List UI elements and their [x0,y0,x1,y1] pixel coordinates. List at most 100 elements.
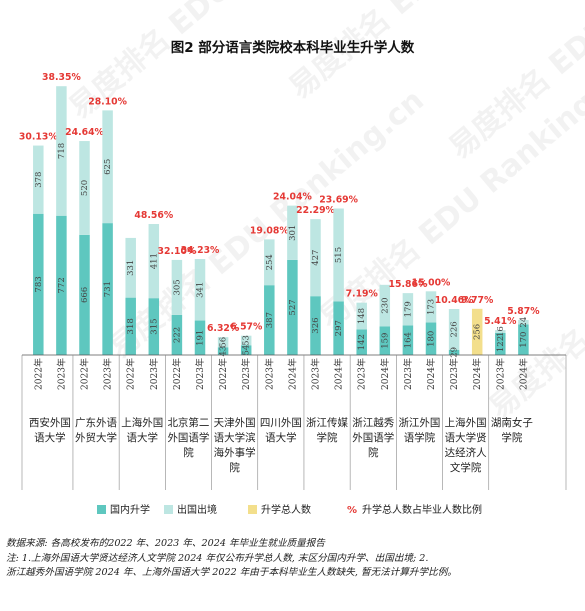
year-tick-label: 2023年 [402,358,414,390]
category-label: 院 [183,446,194,459]
category-label: 上海外国 [121,416,163,429]
legend-label-domestic: 国内升学 [110,503,150,516]
pct-label: 15.00% [412,277,451,288]
category-label: 浙江传媒 [306,416,348,429]
bar-abroad [310,219,321,297]
bar-domestic [171,314,183,355]
pct-label: 6.32% [207,323,240,334]
bar-abroad [194,259,206,321]
legend-label-total: 升学总人数 [261,503,311,516]
data-label-abroad: 411 [149,253,159,269]
year-tick-label: 2023年 [310,358,322,390]
bar-domestic [287,259,298,355]
data-label-domestic: 43 [219,346,229,357]
chart-title: 图2 部分语言类院校本科毕业生升学人数 [171,39,415,56]
pct-label: 38.35% [42,72,81,83]
category-label: 湖南女子 [491,416,533,429]
bar-domestic [194,320,206,355]
category-label: 语大学 [34,431,66,444]
category-label: 语学院 [404,431,436,444]
bar-abroad [56,86,67,216]
data-label-domestic: 297 [334,320,344,336]
bar-domestic [33,213,44,355]
data-label-abroad: 427 [311,250,321,266]
category-label: 外国语学 [352,431,394,444]
data-label-abroad: 520 [80,180,90,196]
pct-label: 15.86% [389,279,428,290]
bar-domestic [148,298,160,355]
data-label-abroad: 24 [519,317,529,328]
year-tick-label: 2024年 [517,358,529,390]
data-label-abroad: 718 [57,143,67,159]
footnote-line-1: 注: 1.上海外国语大学贤达经济人文学院 2024 年仅公布升学总人数, 末区分… [6,552,429,564]
data-label-abroad: 53 [242,335,252,346]
year-tick-label: 2023年 [102,358,114,390]
year-tick-label: 2023年 [148,358,160,390]
bar-domestic [56,215,67,355]
data-label-abroad: 16 [496,326,506,337]
data-label-abroad: 173 [427,299,437,315]
data-label-domestic: 54 [242,345,252,356]
bar-total [471,308,483,355]
category-label: 文学院 [450,461,482,474]
category-label: 语大学 [265,431,297,444]
bar-domestic [402,325,414,355]
legend-swatch-total [248,505,257,514]
pct-label: 10.46% [435,295,474,306]
year-tick-label: 2023年 [356,358,368,390]
category-label: 院 [368,446,379,459]
bar-abroad [171,259,183,315]
pct-label: 30.13% [19,132,58,143]
data-label-abroad: 148 [357,308,367,324]
data-label-abroad: 56 [219,337,229,348]
data-label-domestic: 772 [57,277,67,293]
category-label: 西安外国 [29,416,71,429]
bar-domestic [125,297,136,355]
bar-abroad [217,337,229,348]
category-label: 上海外国 [445,416,487,429]
category-label: 学院 [317,431,338,444]
data-label-abroad: 254 [265,254,275,270]
bar-domestic [495,332,506,355]
bar-abroad [240,335,252,346]
data-label-domestic: 142 [357,334,367,350]
pct-label: 5.87% [507,306,540,317]
legend-label-pct: 升学总人数占毕业人数比例 [362,503,482,516]
category-label: 外贸大学 [75,431,117,444]
year-tick-label: 2022年 [125,358,137,390]
bar-abroad [356,302,367,330]
year-tick-label: 2024年 [379,358,391,390]
data-label-abroad: 301 [288,225,298,241]
data-label-domestic: 164 [403,332,413,348]
data-label-domestic: 159 [380,333,390,349]
category-label: 学院 [501,431,522,444]
pct-label: 23.69% [319,195,358,206]
legend-pct-symbol: % [347,505,357,516]
data-label-abroad: 230 [380,297,390,313]
data-label-domestic: 170 [519,332,529,348]
year-tick-label: 2024年 [286,358,298,390]
year-tick-label: 2022年 [79,358,91,390]
bar-domestic [217,347,229,355]
bar-domestic [102,223,113,355]
category-label: 外国语学 [167,431,209,444]
bar-abroad [448,308,460,350]
year-tick-label: 2022年 [171,358,183,390]
category-label: 语大学 [127,431,159,444]
data-label-abroad: 179 [403,301,413,317]
bar-domestic [240,345,252,355]
bar-domestic [356,329,367,355]
category-label: 达经济人 [445,446,487,459]
pct-label: 28.10% [88,96,127,107]
bar-abroad [102,110,113,224]
bar-abroad [518,320,529,325]
pct-label: 6.57% [230,322,263,333]
data-label-domestic: 122 [496,336,506,352]
bar-abroad [287,205,298,260]
category-label: 浙江越秀 [352,416,394,429]
data-label-abroad: 341 [196,282,206,298]
pct-label: 19.08% [250,225,289,236]
data-label-abroad: 331 [126,260,136,276]
